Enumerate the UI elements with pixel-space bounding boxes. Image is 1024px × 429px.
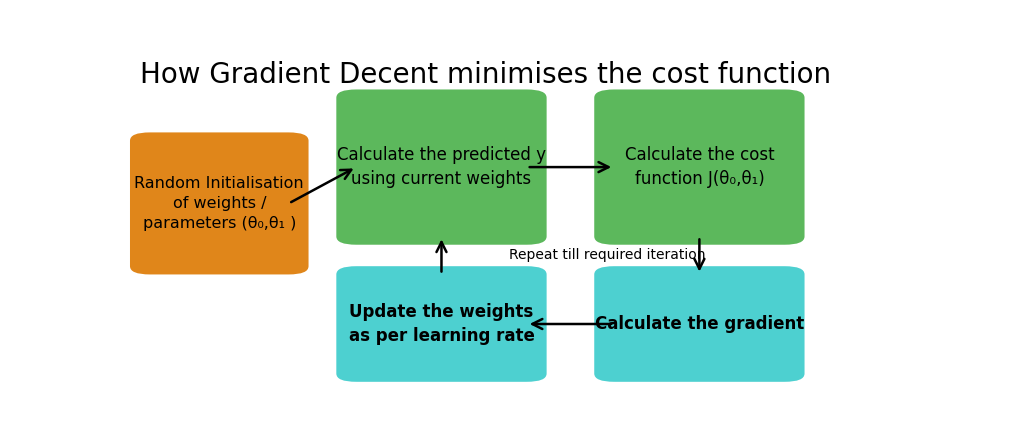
FancyBboxPatch shape [130, 133, 308, 275]
Text: Calculate the predicted y
using current weights: Calculate the predicted y using current … [337, 146, 546, 188]
Text: Calculate the gradient: Calculate the gradient [595, 315, 804, 333]
FancyBboxPatch shape [336, 266, 547, 382]
FancyBboxPatch shape [594, 266, 805, 382]
Text: Random Initialisation
of weights /
parameters (θ₀,θ₁ ): Random Initialisation of weights / param… [134, 176, 304, 231]
FancyBboxPatch shape [594, 90, 805, 245]
Text: Calculate the cost
function J(θ₀,θ₁): Calculate the cost function J(θ₀,θ₁) [625, 146, 774, 188]
Text: Repeat till required iteration: Repeat till required iteration [509, 248, 706, 263]
Text: How Gradient Decent minimises the cost function: How Gradient Decent minimises the cost f… [140, 61, 831, 89]
Text: Update the weights
as per learning rate: Update the weights as per learning rate [348, 303, 535, 345]
FancyBboxPatch shape [336, 90, 547, 245]
